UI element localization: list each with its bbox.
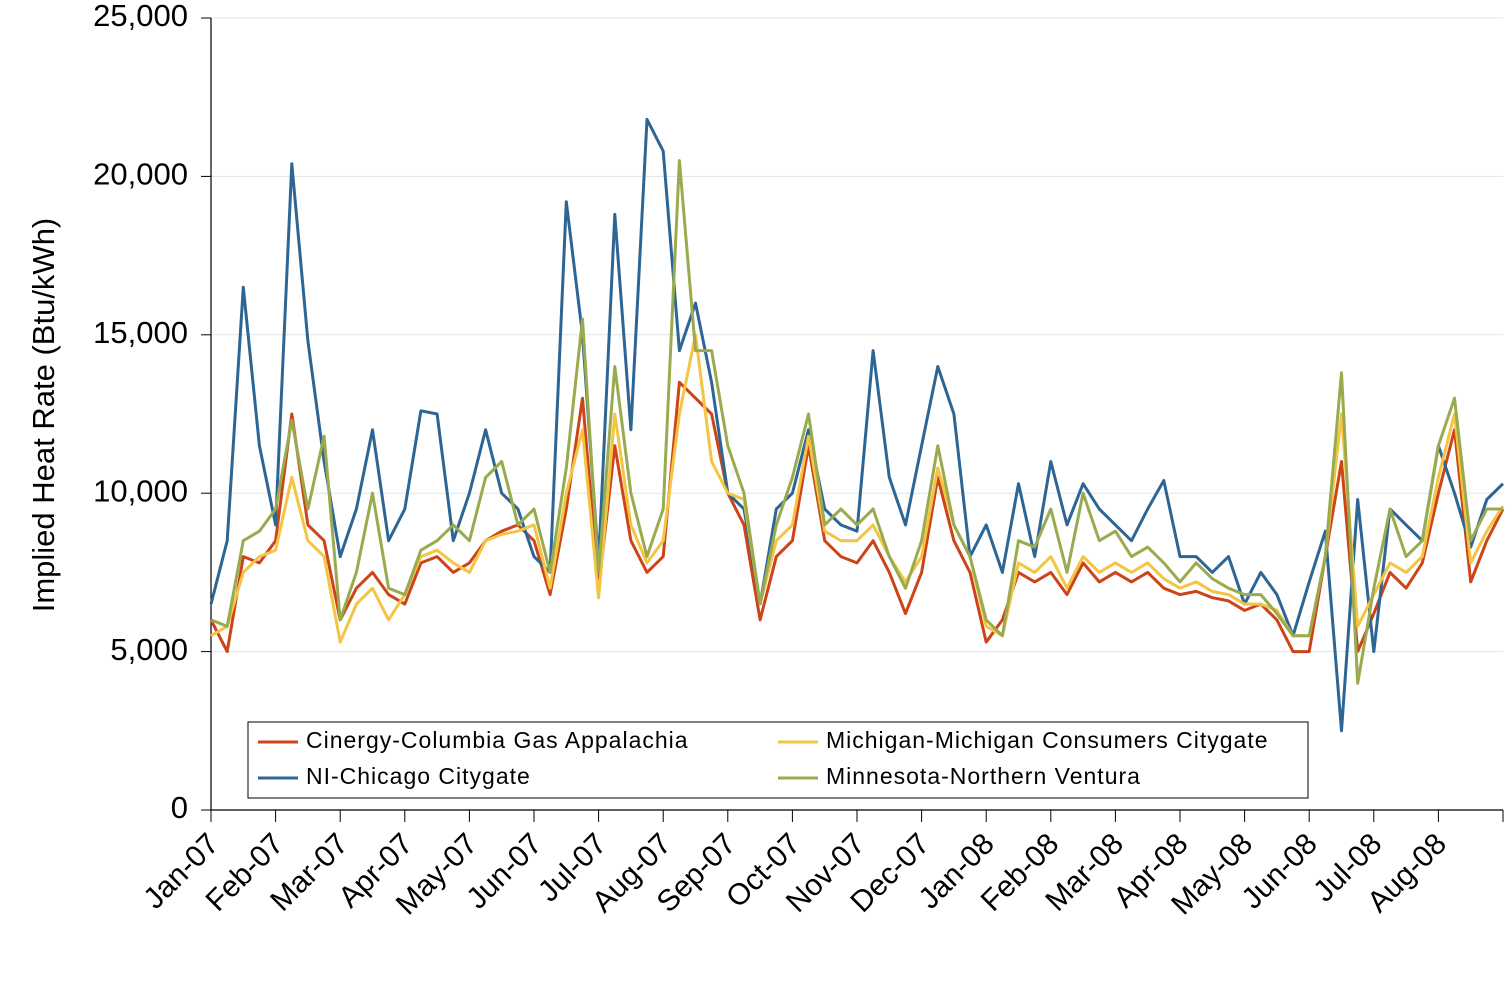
y-tick-label: 5,000 bbox=[110, 632, 188, 667]
legend-label: Minnesota-Northern Ventura bbox=[826, 763, 1141, 789]
y-tick-label: 0 bbox=[171, 790, 188, 825]
y-axis-title: Implied Heat Rate (Btu/kWh) bbox=[26, 218, 61, 613]
legend-label: NI-Chicago Citygate bbox=[306, 763, 531, 789]
y-tick-label: 25,000 bbox=[93, 0, 188, 33]
y-tick-label: 10,000 bbox=[93, 473, 188, 508]
legend-box bbox=[247, 721, 1309, 799]
series-line bbox=[209, 380, 1505, 654]
series-line bbox=[210, 159, 1503, 685]
legend-label: Michigan-Michigan Consumers Citygate bbox=[826, 727, 1269, 753]
legend-label: Cinergy-Columbia Gas Appalachia bbox=[306, 727, 689, 753]
series-line bbox=[209, 117, 1505, 733]
y-tick-label: 15,000 bbox=[93, 315, 188, 350]
y-tick-label: 20,000 bbox=[93, 157, 188, 192]
